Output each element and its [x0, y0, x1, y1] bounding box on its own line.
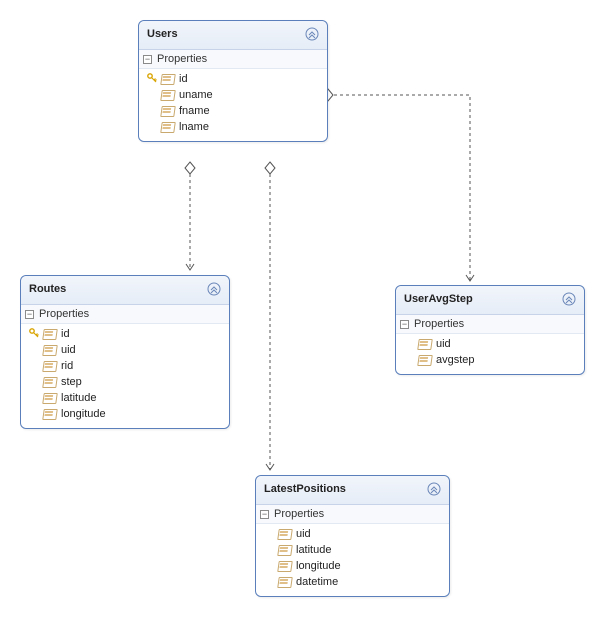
diagram-canvas: Users − Properties id uname fname lname Rou…	[0, 0, 609, 634]
property-name: datetime	[296, 576, 338, 588]
properties-header[interactable]: − Properties	[396, 315, 584, 334]
property-icon	[278, 560, 292, 572]
property-name: uname	[179, 89, 213, 101]
entity-users[interactable]: Users − Properties id uname fname lname	[138, 20, 328, 142]
property-row[interactable]: latitude	[21, 390, 229, 406]
property-name: step	[61, 376, 82, 388]
property-icon	[418, 354, 432, 366]
toggle-icon[interactable]: −	[400, 320, 409, 329]
properties-list: id uname fname lname	[139, 69, 327, 141]
diamond-icon	[185, 162, 195, 174]
property-icon	[418, 338, 432, 350]
property-row[interactable]: fname	[139, 103, 327, 119]
properties-list: uid latitude longitude datetime	[256, 524, 449, 596]
properties-list: uid avgstep	[396, 334, 584, 374]
property-icon	[161, 89, 175, 101]
section-label: Properties	[157, 53, 207, 65]
diamond-icon	[265, 162, 275, 174]
key-icon	[29, 328, 41, 341]
property-name: uid	[296, 528, 311, 540]
connector-line	[328, 95, 470, 281]
property-row[interactable]: avgstep	[396, 352, 584, 368]
property-name: longitude	[296, 560, 341, 572]
section-label: Properties	[39, 308, 89, 320]
property-row[interactable]: longitude	[21, 406, 229, 422]
property-row[interactable]: latitude	[256, 542, 449, 558]
entity-header[interactable]: Routes	[21, 276, 229, 305]
section-label: Properties	[414, 318, 464, 330]
property-name: uid	[61, 344, 76, 356]
property-icon	[43, 376, 57, 388]
property-name: latitude	[61, 392, 96, 404]
property-name: longitude	[61, 408, 106, 420]
property-row[interactable]: id	[21, 326, 229, 342]
property-icon	[43, 408, 57, 420]
key-icon	[147, 73, 159, 86]
entity-header[interactable]: UserAvgStep	[396, 286, 584, 315]
property-icon	[43, 360, 57, 372]
arrowhead-icon	[466, 275, 474, 281]
property-row[interactable]: datetime	[256, 574, 449, 590]
property-icon	[278, 576, 292, 588]
entity-routes[interactable]: Routes − Properties id uid rid step latitude…	[20, 275, 230, 429]
property-icon	[161, 121, 175, 133]
entity-latestpositions[interactable]: LatestPositions − Properties uid latitude…	[255, 475, 450, 597]
property-name: avgstep	[436, 354, 475, 366]
property-icon	[278, 544, 292, 556]
entity-title: LatestPositions	[264, 483, 346, 495]
property-row[interactable]: uid	[396, 336, 584, 352]
properties-header[interactable]: − Properties	[21, 305, 229, 324]
toggle-icon[interactable]: −	[25, 310, 34, 319]
collapse-icon[interactable]	[305, 27, 319, 41]
property-name: uid	[436, 338, 451, 350]
property-icon	[43, 344, 57, 356]
toggle-icon[interactable]: −	[260, 510, 269, 519]
property-icon	[161, 105, 175, 117]
section-label: Properties	[274, 508, 324, 520]
property-row[interactable]: step	[21, 374, 229, 390]
arrowhead-icon	[186, 264, 194, 270]
toggle-icon[interactable]: −	[143, 55, 152, 64]
collapse-icon[interactable]	[207, 282, 221, 296]
property-name: id	[61, 328, 70, 340]
property-row[interactable]: lname	[139, 119, 327, 135]
entity-useravgstep[interactable]: UserAvgStep − Properties uid avgstep	[395, 285, 585, 375]
arrowhead-icon	[266, 464, 274, 470]
properties-header[interactable]: − Properties	[139, 50, 327, 69]
entity-title: Users	[147, 28, 178, 40]
property-row[interactable]: rid	[21, 358, 229, 374]
property-icon	[43, 328, 57, 340]
property-row[interactable]: uname	[139, 87, 327, 103]
property-name: lname	[179, 121, 209, 133]
property-icon	[43, 392, 57, 404]
property-name: rid	[61, 360, 73, 372]
entity-header[interactable]: LatestPositions	[256, 476, 449, 505]
collapse-icon[interactable]	[562, 292, 576, 306]
property-row[interactable]: id	[139, 71, 327, 87]
entity-header[interactable]: Users	[139, 21, 327, 50]
property-icon	[161, 73, 175, 85]
entity-title: UserAvgStep	[404, 293, 473, 305]
property-row[interactable]: uid	[21, 342, 229, 358]
property-name: latitude	[296, 544, 331, 556]
collapse-icon[interactable]	[427, 482, 441, 496]
entity-title: Routes	[29, 283, 66, 295]
property-row[interactable]: longitude	[256, 558, 449, 574]
property-row[interactable]: uid	[256, 526, 449, 542]
property-name: fname	[179, 105, 210, 117]
properties-list: id uid rid step latitude longitude	[21, 324, 229, 428]
property-icon	[278, 528, 292, 540]
property-name: id	[179, 73, 188, 85]
properties-header[interactable]: − Properties	[256, 505, 449, 524]
